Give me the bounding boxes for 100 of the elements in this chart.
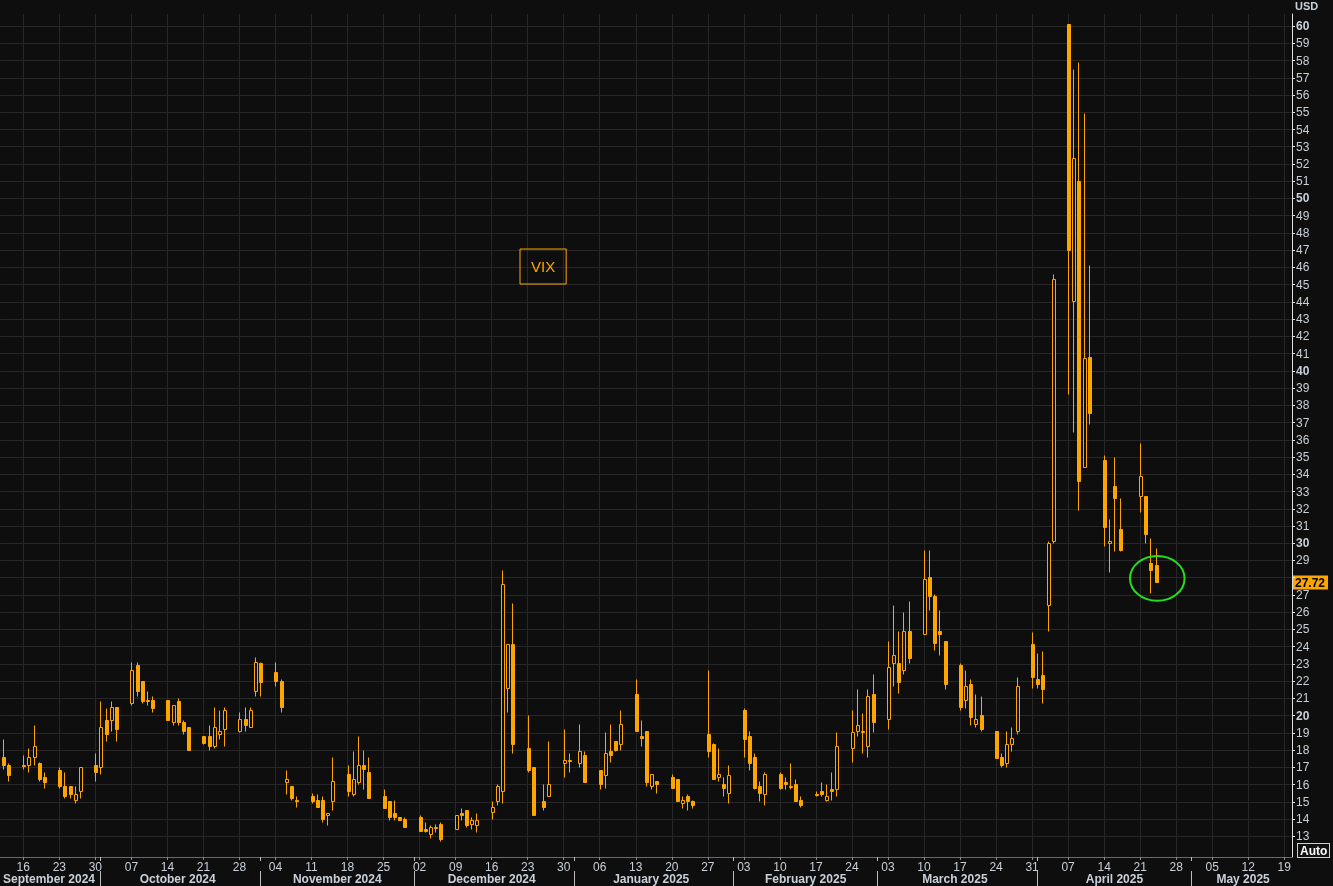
candlestick: [1047, 541, 1051, 632]
y-tick-label: 36: [1296, 432, 1310, 447]
candlestick: [295, 796, 299, 808]
y-tick-label: 35: [1296, 450, 1310, 465]
y-tick-label: 34: [1296, 467, 1310, 482]
y-tick-label: 56: [1296, 88, 1310, 103]
y-tick-label: 39: [1296, 381, 1310, 396]
y-tick-label: 25: [1296, 622, 1310, 637]
x2-tick-label: April 2025: [1085, 872, 1144, 886]
candlestick: [1119, 498, 1123, 552]
y-tick-label: 53: [1296, 139, 1310, 154]
y-tick-label: 43: [1296, 312, 1310, 327]
y-tick-label: 55: [1296, 105, 1310, 120]
candlestick: [1149, 538, 1153, 594]
y-tick-label: 31: [1296, 519, 1310, 534]
x-tick-label: 17: [953, 860, 968, 874]
x-tick-label: 21: [196, 860, 211, 874]
y-tick-label: 42: [1296, 329, 1310, 344]
candlestick: [280, 679, 284, 713]
y-tick-label: 23: [1296, 656, 1310, 671]
candlestick: [166, 700, 170, 721]
x2-tick-label: October 2024: [139, 872, 217, 886]
candlestick: [274, 662, 278, 687]
candlestick: [1031, 632, 1035, 689]
candlestick: [331, 757, 335, 811]
y-tick-label: 14: [1296, 812, 1310, 827]
x-tick-label: 05: [1205, 860, 1220, 874]
x2-tick-label: May 2025: [1216, 872, 1271, 886]
x-tick-label: 28: [1169, 860, 1184, 874]
x-tick-label: 25: [376, 860, 391, 874]
y-tick-label: 49: [1296, 208, 1310, 223]
y-tick-label: 51: [1296, 174, 1310, 189]
y-tick-label: 54: [1296, 122, 1310, 137]
candlestick: [223, 707, 227, 747]
x2-tick-label: January 2025: [613, 872, 690, 886]
y-tick-label: 60: [1296, 19, 1310, 34]
candlestick: [202, 736, 206, 745]
candlestick: [1103, 455, 1107, 547]
y-tick-label: 47: [1296, 243, 1310, 258]
y-tick-label: 41: [1296, 346, 1310, 361]
y-tick-label: 45: [1296, 277, 1310, 292]
y-axis-title: USD: [1295, 0, 1319, 12]
y-tick-label: 16: [1296, 777, 1310, 792]
candlestick: [542, 784, 546, 811]
y-tick-label: 26: [1296, 605, 1310, 620]
x-tick-label: 06: [593, 860, 607, 874]
x-tick-label: 24: [989, 860, 1004, 874]
x-tick-label: 23: [521, 860, 535, 874]
candlestick: [547, 741, 551, 797]
x-tick-label: 16: [16, 860, 31, 874]
y-tick-label: 22: [1296, 674, 1310, 689]
candlestick: [980, 696, 984, 732]
candlestick: [872, 674, 876, 733]
candlestick: [367, 757, 371, 799]
x-tick-label: 07: [1061, 860, 1076, 874]
x-tick-label: 03: [737, 860, 751, 874]
x-tick-label: 24: [845, 860, 859, 874]
x-tick-label: 23: [52, 860, 67, 874]
candlestick: [290, 786, 294, 801]
x-tick-label: 10: [773, 860, 787, 874]
x-tick-label: 02: [412, 860, 427, 874]
x-tick-label: 11: [305, 860, 319, 874]
y-tick-label: 13: [1296, 829, 1310, 844]
y-tick-label: 21: [1296, 691, 1310, 706]
x-tick-label: 28: [232, 860, 247, 874]
candlestick: [491, 801, 495, 820]
candlestick: [79, 767, 83, 799]
candlestick: [1016, 677, 1020, 735]
text: 27.72: [1295, 575, 1326, 590]
x-tick-label: 30: [88, 860, 103, 874]
candlestick: [238, 712, 242, 733]
y-tick-label: 20: [1296, 708, 1310, 723]
x-tick-label: 10: [917, 860, 931, 874]
candlestick: [887, 641, 891, 730]
y-tick-label: 48: [1296, 225, 1310, 240]
x-tick-label: 31: [1025, 860, 1040, 874]
x-tick-label: 13: [629, 860, 643, 874]
candlestick: [285, 770, 289, 795]
x-tick-label: 14: [160, 860, 175, 874]
candlestick: [1052, 274, 1056, 544]
y-tick-label: 40: [1296, 363, 1310, 378]
candlestick: [851, 710, 855, 763]
x2-tick-label: September 2024: [2, 872, 96, 886]
x2-tick-label: March 2025: [922, 872, 988, 886]
candlestick: [974, 694, 978, 728]
y-tick-label: 15: [1296, 794, 1310, 809]
x-tick-label: 16: [484, 860, 499, 874]
x2-tick-label: November 2024: [292, 872, 382, 886]
x-tick-label: 09: [448, 860, 463, 874]
x-tick-label: 07: [124, 860, 139, 874]
x-tick-label: 27: [701, 860, 715, 874]
candlestick: [944, 641, 948, 690]
y-tick-label: 24: [1296, 639, 1310, 654]
y-tick-label: 38: [1296, 398, 1310, 413]
x-tick-label: 03: [881, 860, 895, 874]
scale-button: Auto: [1297, 843, 1331, 858]
candlestick: [1108, 519, 1112, 573]
y-tick-label: 44: [1296, 294, 1310, 309]
candlestick: [33, 725, 37, 766]
y-tick-label: 59: [1296, 36, 1310, 51]
